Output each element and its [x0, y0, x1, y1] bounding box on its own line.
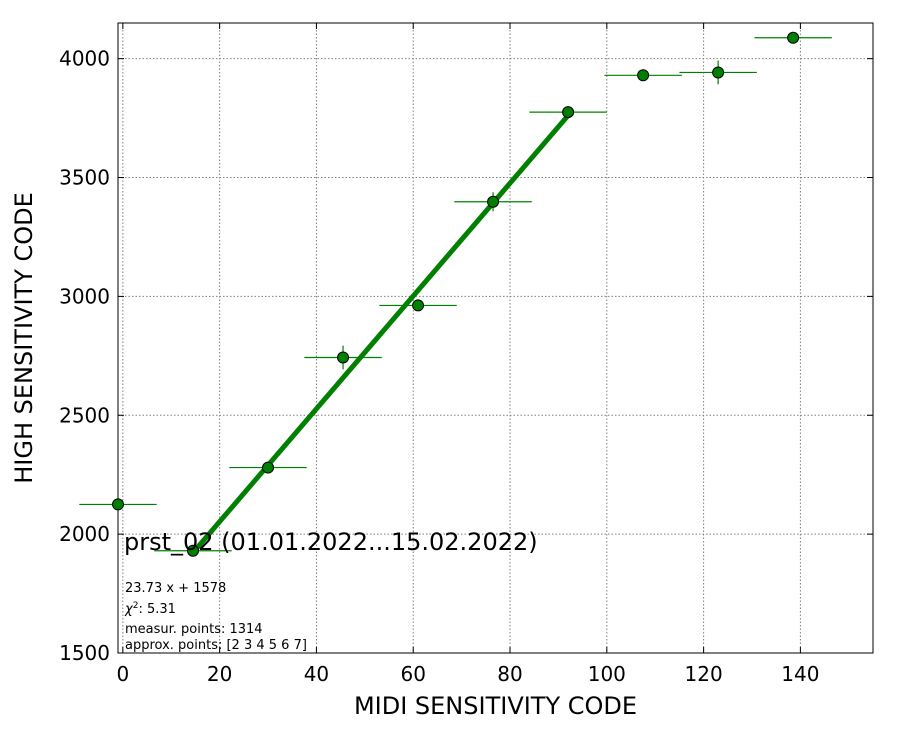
chi-square: χ2: 5.31 — [124, 601, 176, 617]
y-tick-label: 1500 — [59, 641, 110, 665]
x-tick-label: 20 — [207, 662, 232, 686]
data-points — [112, 31, 800, 557]
approx-points: approx. points: [2 3 4 5 6 7] — [125, 638, 307, 653]
data-point — [487, 195, 500, 208]
data-point — [262, 461, 275, 474]
y-tick-label: 2000 — [59, 522, 110, 546]
chart-title: prst_02 (01.01.2022...15.02.2022) — [124, 528, 538, 556]
data-point — [712, 66, 725, 79]
x-tick-label: 140 — [781, 662, 819, 686]
error-bars — [79, 34, 832, 553]
data-point — [562, 106, 575, 119]
data-point — [187, 544, 200, 557]
data-point — [112, 498, 124, 511]
y-axis-label: HIGH SENSITIVITY CODE — [10, 192, 38, 484]
y-tick-label: 3500 — [59, 166, 110, 190]
data-point — [337, 351, 350, 364]
y-tick-label: 4000 — [59, 47, 110, 71]
data-point — [787, 31, 800, 44]
data-point — [412, 299, 425, 312]
fit-equation: 23.73 x + 1578 — [125, 581, 226, 596]
axis-ticks: 0 20 40 60 80 100 120 140 1500 2000 2500 3000 3500 40… — [59, 23, 873, 686]
x-tick-label: 100 — [588, 662, 626, 686]
x-tick-label: 60 — [400, 662, 425, 686]
grid — [118, 23, 873, 654]
measured-points: measur. points: 1314 — [125, 622, 263, 637]
chi-square-value: : 5.31 — [138, 602, 175, 617]
plot-frame — [117, 22, 874, 654]
x-tick-label: 40 — [304, 662, 329, 686]
x-tick-label: 80 — [497, 662, 522, 686]
y-tick-label: 3000 — [59, 284, 110, 308]
fit-line — [191, 113, 570, 555]
x-tick-label: 120 — [685, 662, 723, 686]
y-tick-label: 2500 — [59, 403, 110, 427]
data-point — [637, 69, 650, 82]
x-axis-label: MIDI SENSITIVITY CODE — [354, 692, 637, 720]
x-tick-label: 0 — [116, 662, 129, 686]
